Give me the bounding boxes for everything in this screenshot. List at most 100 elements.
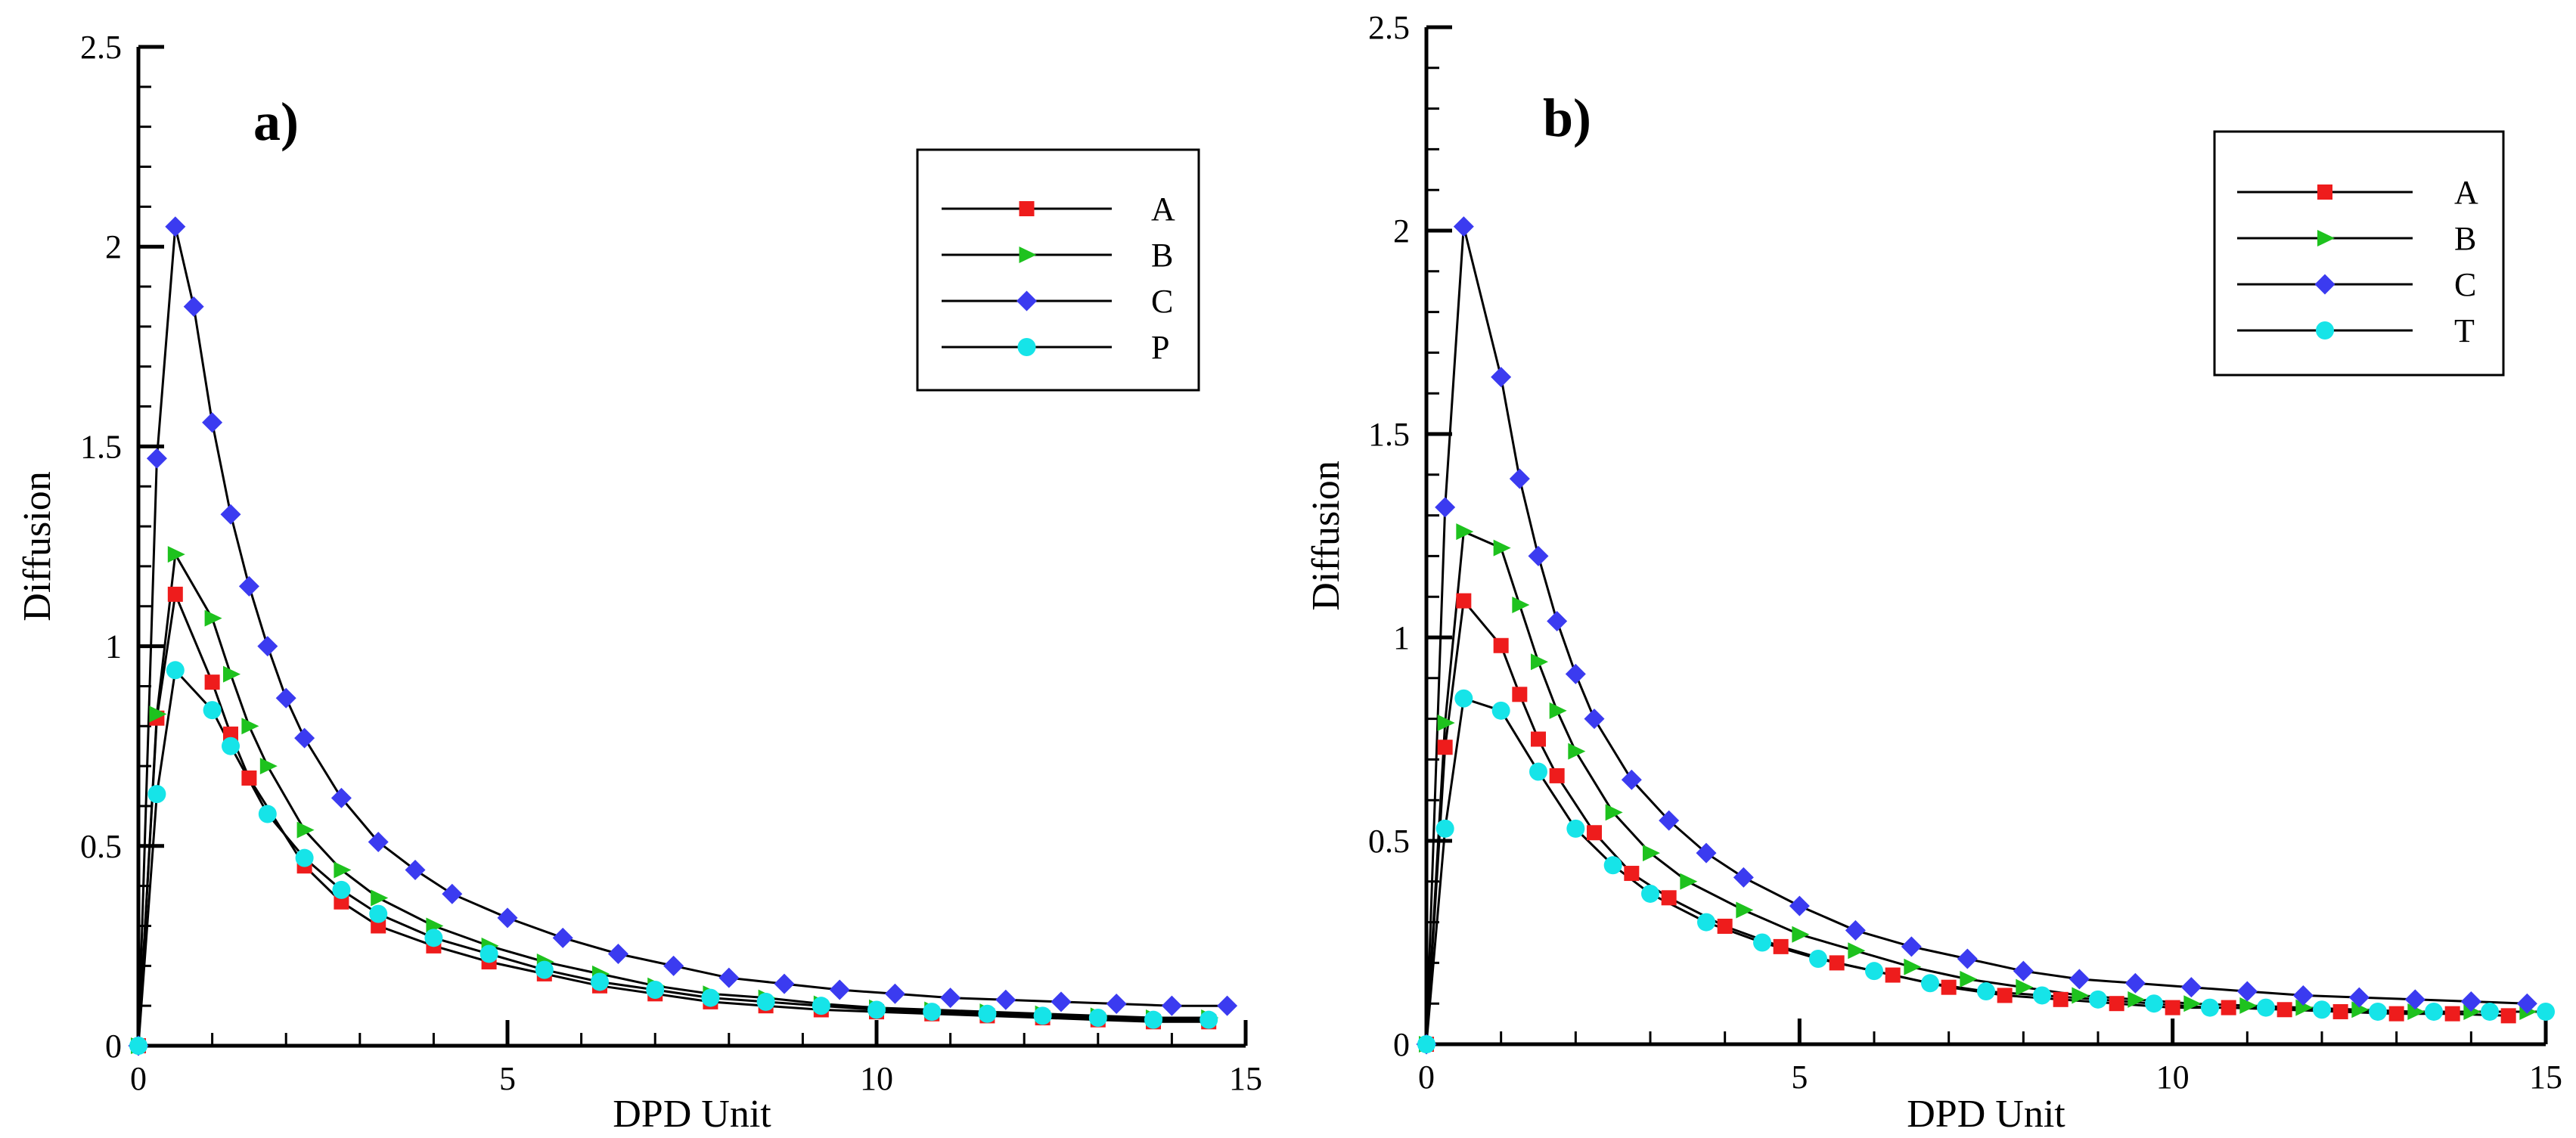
data-point-C <box>1547 610 1568 631</box>
y-tick-label: 0.5 <box>80 828 122 865</box>
panel-label: a) <box>253 91 299 152</box>
data-point-B <box>1531 653 1548 671</box>
data-point-C <box>1696 842 1717 864</box>
data-point-B <box>2295 999 2314 1016</box>
data-point-C <box>774 973 795 994</box>
data-point-C <box>405 860 426 881</box>
x-tick-label: 15 <box>1229 1060 1262 1097</box>
chart-panel-b: 0 0.5 1 1.5 2 2.5 0 5 10 15 DPD Unit Diffusion b) ABC… <box>1305 9 2562 1136</box>
legend-label-A: A <box>2454 174 2478 211</box>
data-point-P <box>812 997 830 1016</box>
data-point-B <box>259 758 278 775</box>
data-point-A <box>2500 1008 2516 1024</box>
x-tick-label: 10 <box>2156 1059 2190 1096</box>
data-point-A <box>2165 1000 2180 1016</box>
data-point-T <box>1977 982 1995 1001</box>
data-point-C <box>331 787 352 808</box>
data-point-B <box>241 718 259 735</box>
data-point-T <box>1566 819 1585 838</box>
data-point-C <box>146 448 167 469</box>
data-point-C <box>257 636 278 657</box>
y-tick-label: 1.5 <box>1368 416 1410 453</box>
data-point-C <box>829 979 850 1000</box>
legend-marker-B <box>1019 247 1037 263</box>
data-point-C <box>2460 991 2481 1012</box>
data-point-T <box>2089 990 2107 1009</box>
data-point-B <box>1643 845 1660 862</box>
data-point-C <box>1733 867 1754 888</box>
data-point-C <box>368 832 389 853</box>
data-point-C <box>1659 810 1680 831</box>
data-point-P <box>923 1003 942 1022</box>
data-point-A <box>2444 1006 2460 1022</box>
data-point-B <box>1792 926 1810 943</box>
data-point-B <box>2351 1001 2370 1019</box>
y-tick-label: 2 <box>1393 212 1410 250</box>
data-point-C <box>2348 987 2370 1008</box>
y-axis-title: Diffusion <box>1305 460 1348 610</box>
data-point-A <box>1661 890 1677 906</box>
data-point-B <box>2183 995 2202 1012</box>
data-point-B <box>2128 991 2146 1008</box>
data-point-C <box>1845 919 1866 941</box>
data-point-C <box>1565 663 1586 684</box>
data-point-A <box>1437 740 1453 755</box>
data-point-B <box>296 821 315 839</box>
data-point-T <box>1435 819 1454 838</box>
data-point-A <box>1829 955 1845 971</box>
data-point-B <box>1549 702 1567 719</box>
data-point-T <box>1697 913 1715 932</box>
data-point-C <box>442 883 463 904</box>
data-point-C <box>1901 936 1922 957</box>
data-point-B <box>334 861 352 879</box>
legend-label-A: A <box>1151 191 1175 228</box>
y-tick-label: 0 <box>105 1028 122 1065</box>
data-point-B <box>1568 743 1586 760</box>
data-point-T <box>2481 1002 2499 1021</box>
y-tick-label: 1 <box>1393 619 1410 656</box>
data-point-A <box>1512 687 1528 702</box>
legend-marker-C <box>2314 274 2335 295</box>
data-point-C <box>2013 960 2034 981</box>
data-point-C <box>183 296 204 317</box>
data-point-T <box>2313 1000 2331 1019</box>
x-tick-label: 5 <box>499 1060 516 1097</box>
data-point-C <box>275 687 296 709</box>
data-point-A <box>1624 866 1640 882</box>
data-point-T <box>1641 884 1659 903</box>
data-point-C <box>1161 995 1182 1016</box>
data-point-C <box>1491 367 1512 388</box>
legend-marker-C <box>1016 290 1037 312</box>
data-point-P <box>867 1000 886 1019</box>
data-point-A <box>1456 593 1472 609</box>
data-point-A <box>1493 637 1509 653</box>
data-point-C <box>238 575 259 597</box>
data-point-A <box>2388 1006 2404 1022</box>
data-point-T <box>2425 1002 2443 1021</box>
data-point-B <box>223 665 241 683</box>
data-point-C <box>1106 994 1127 1015</box>
data-point-B <box>2016 978 2034 996</box>
legend-marker-T <box>2316 321 2334 340</box>
data-point-T <box>1603 856 1622 875</box>
data-point-C <box>294 727 315 749</box>
data-point-B <box>1605 804 1623 821</box>
data-point-C <box>2236 981 2258 1002</box>
y-tick-label: 0 <box>1393 1026 1410 1063</box>
data-point-P <box>591 972 609 991</box>
data-point-A <box>1997 988 2013 1003</box>
data-point-C <box>1435 497 1456 518</box>
data-point-C <box>2069 969 2090 990</box>
data-point-T <box>2537 1002 2555 1021</box>
data-point-B <box>1456 523 1474 541</box>
data-point-A <box>1717 918 1733 934</box>
legend-label-P: P <box>1151 329 1169 366</box>
data-point-A <box>1549 767 1565 783</box>
data-point-B <box>1493 539 1511 557</box>
data-point-A <box>2332 1003 2348 1019</box>
data-point-B <box>149 705 167 723</box>
data-point-C <box>2292 985 2314 1006</box>
